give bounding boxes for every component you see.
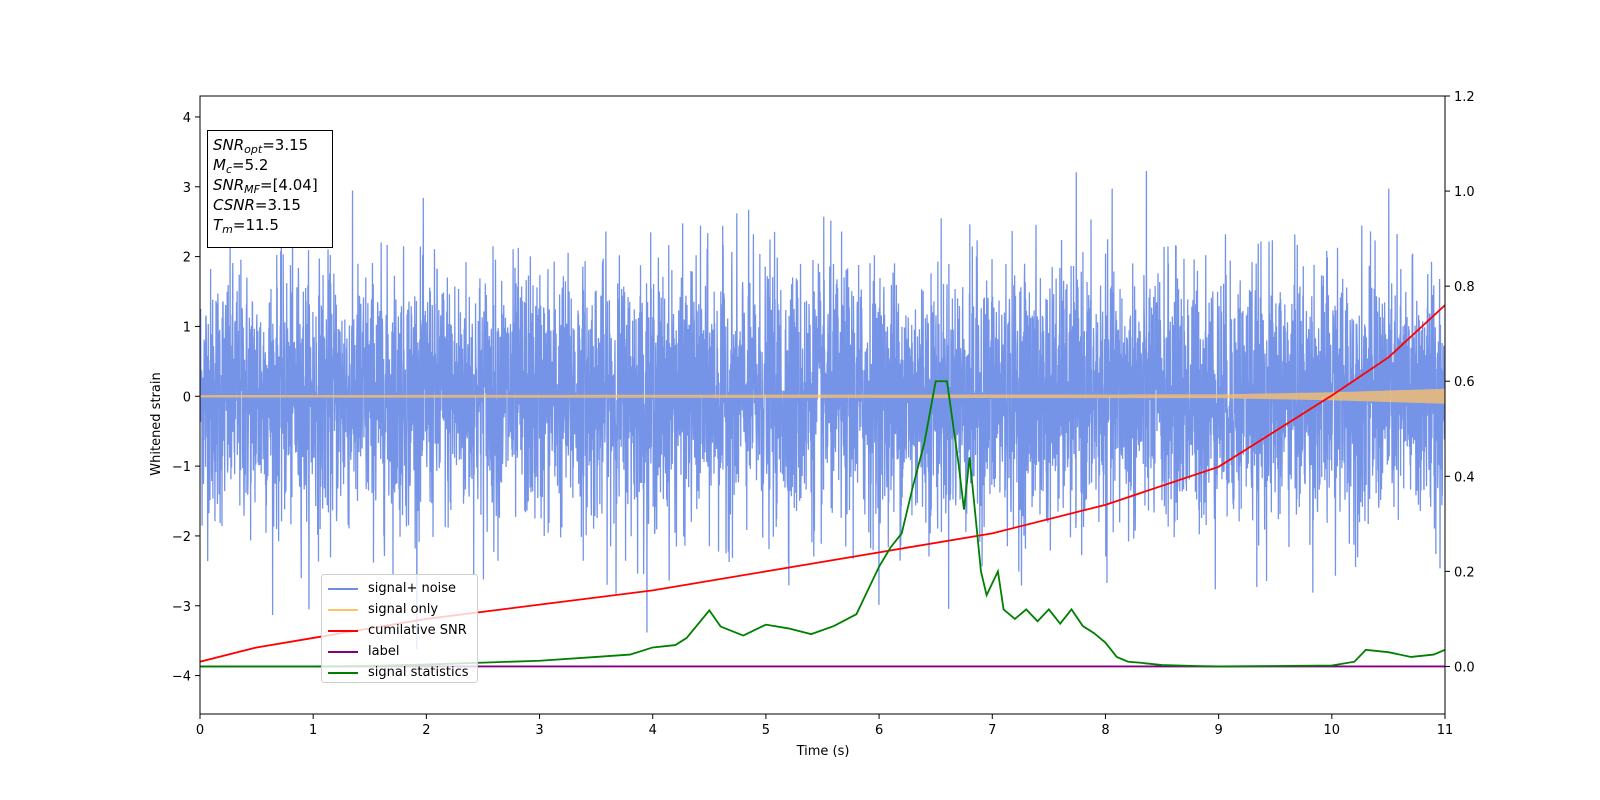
legend-label: signal+ noise (368, 581, 457, 596)
snr-opt-annotation: SNRopt=3.15 (213, 136, 309, 156)
axes-frame (199, 95, 1446, 715)
series-signal-noise-line (200, 171, 1445, 650)
legend-swatch (328, 650, 358, 653)
y-tick-label: 1 (183, 320, 191, 335)
legend-label: signal only (368, 602, 439, 617)
y-tick-label: −1 (172, 460, 191, 475)
x-tick-label: 9 (1214, 723, 1222, 738)
mc-annotation: Mc=5.2 (213, 156, 269, 176)
x-tick-label: 0 (196, 723, 204, 738)
series-signal-only-band (200, 388, 1445, 404)
legend-label: signal statistics (368, 665, 469, 680)
y2-tick-label: 0.6 (1454, 375, 1475, 390)
y2-tick-label: 1.0 (1454, 185, 1475, 200)
legend-item-signal-noise: signal+ noise (328, 578, 471, 599)
chart-legend: signal+ noise signal only cumilative SNR… (321, 574, 478, 683)
snr-mf-annotation: SNRMF=[4.04] (213, 176, 318, 196)
y2-tick-label: 0.0 (1454, 660, 1475, 675)
x-tick-label: 6 (875, 723, 883, 738)
tm-annotation: Tm=11.5 (213, 216, 279, 236)
y2-tick-label: 0.2 (1454, 565, 1475, 580)
legend-item-label: label (328, 641, 471, 662)
x-tick-label: 3 (535, 723, 543, 738)
y-tick-label: −3 (172, 600, 191, 615)
x-tick-label: 8 (1101, 723, 1109, 738)
legend-label: cumilative SNR (368, 623, 467, 638)
x-tick-label: 4 (649, 723, 657, 738)
x-tick-label: 11 (1437, 723, 1454, 738)
x-tick-label: 7 (988, 723, 996, 738)
y-tick-label: 2 (183, 251, 191, 266)
y-tick-label: −2 (172, 530, 191, 545)
legend-label: label (368, 644, 400, 659)
legend-item-cumulative-snr: cumilative SNR (328, 620, 471, 641)
y2-tick-label: 0.4 (1454, 470, 1475, 485)
y-tick-label: 3 (183, 181, 191, 196)
legend-swatch (328, 608, 358, 611)
x-tick-label: 2 (422, 723, 430, 738)
y-tick-label: 4 (183, 111, 191, 126)
x-axis-label: Time (s) (796, 744, 850, 759)
csnr-annotation: CSNR=3.15 (213, 196, 301, 214)
y2-tick-label: 0.8 (1454, 280, 1475, 295)
legend-swatch (328, 671, 358, 674)
legend-swatch (328, 629, 358, 632)
y2-tick-label: 1.2 (1454, 90, 1475, 105)
x-tick-label: 1 (309, 723, 317, 738)
y-tick-label: −4 (172, 670, 191, 685)
legend-item-signal-statistics: signal statistics (328, 662, 471, 683)
legend-item-signal-only: signal only (328, 599, 471, 620)
y-axis-label: Whitened strain (149, 372, 164, 475)
legend-swatch (328, 587, 358, 590)
x-tick-label: 10 (1324, 723, 1341, 738)
x-tick-label: 5 (762, 723, 770, 738)
y-tick-label: 0 (183, 390, 191, 405)
series-signal-statistics-line (200, 380, 1445, 668)
axes: 0 1 2 3 4 5 6 7 8 9 10 1143210−1−2−3−41.21.00.80.60… (172, 90, 1475, 738)
info-annotation-box: SNRopt=3.15 Mc=5.2 SNRMF=[4.04] CSNR=3.1… (207, 130, 333, 248)
